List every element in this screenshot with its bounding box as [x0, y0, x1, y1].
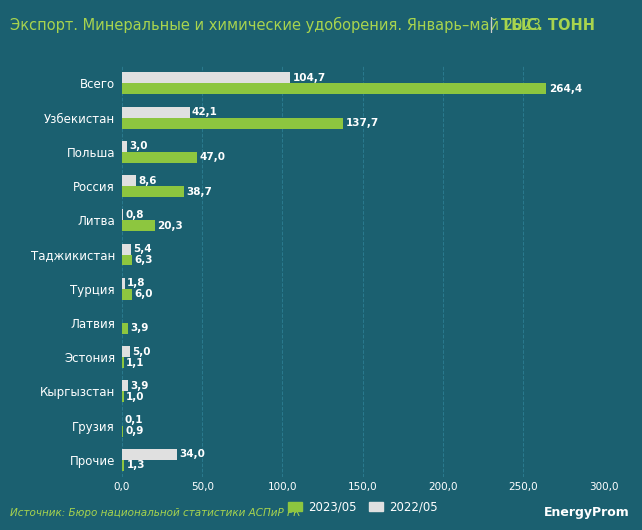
- Text: |: |: [488, 17, 493, 33]
- Text: 3,0: 3,0: [129, 142, 148, 152]
- Text: 3,9: 3,9: [131, 381, 149, 391]
- Text: 47,0: 47,0: [200, 152, 226, 162]
- Legend: 2023/05, 2022/05: 2023/05, 2022/05: [284, 496, 442, 518]
- Text: 0,8: 0,8: [126, 210, 144, 220]
- Text: 34,0: 34,0: [179, 449, 205, 460]
- Text: 264,4: 264,4: [549, 84, 582, 94]
- Bar: [122, 392, 123, 402]
- Bar: [122, 254, 132, 266]
- Bar: [122, 152, 198, 163]
- Bar: [122, 209, 123, 220]
- Bar: [122, 186, 184, 197]
- Text: Источник: Бюро национальной статистики АСПиР РК: Источник: Бюро национальной статистики А…: [10, 508, 300, 518]
- Bar: [122, 449, 177, 460]
- Text: 137,7: 137,7: [345, 118, 379, 128]
- Text: Экспорт. Минеральные и химические удоборения. Январь–май 2023: Экспорт. Минеральные и химические удобор…: [10, 17, 541, 33]
- Text: 1,8: 1,8: [127, 278, 146, 288]
- Bar: [122, 83, 546, 94]
- Bar: [122, 278, 125, 289]
- Text: 8,6: 8,6: [138, 175, 157, 186]
- Bar: [122, 118, 343, 129]
- Bar: [122, 357, 124, 368]
- Bar: [122, 175, 136, 186]
- Text: 1,0: 1,0: [126, 392, 144, 402]
- Bar: [122, 73, 290, 83]
- Text: 3,9: 3,9: [131, 323, 149, 333]
- Bar: [122, 381, 128, 392]
- Bar: [122, 289, 132, 299]
- Text: EnergyProm: EnergyProm: [543, 506, 629, 519]
- Text: ТЫС. ТОНН: ТЫС. ТОНН: [501, 17, 594, 32]
- Bar: [122, 323, 128, 334]
- Bar: [122, 460, 124, 471]
- Text: 1,3: 1,3: [126, 461, 145, 470]
- Text: 20,3: 20,3: [157, 221, 183, 231]
- Text: 42,1: 42,1: [192, 107, 218, 117]
- Text: 0,1: 0,1: [125, 415, 143, 425]
- Text: 0,9: 0,9: [126, 426, 144, 436]
- Text: 6,0: 6,0: [134, 289, 153, 299]
- Text: 5,4: 5,4: [133, 244, 152, 254]
- Text: 104,7: 104,7: [293, 73, 325, 83]
- Text: 5,0: 5,0: [132, 347, 151, 357]
- Bar: [122, 244, 131, 254]
- Bar: [122, 426, 123, 437]
- Bar: [122, 141, 127, 152]
- Text: 38,7: 38,7: [187, 187, 213, 197]
- Bar: [122, 107, 189, 118]
- Text: 6,3: 6,3: [135, 255, 153, 265]
- Bar: [122, 220, 155, 231]
- Bar: [122, 346, 130, 357]
- Text: 1,1: 1,1: [126, 358, 144, 368]
